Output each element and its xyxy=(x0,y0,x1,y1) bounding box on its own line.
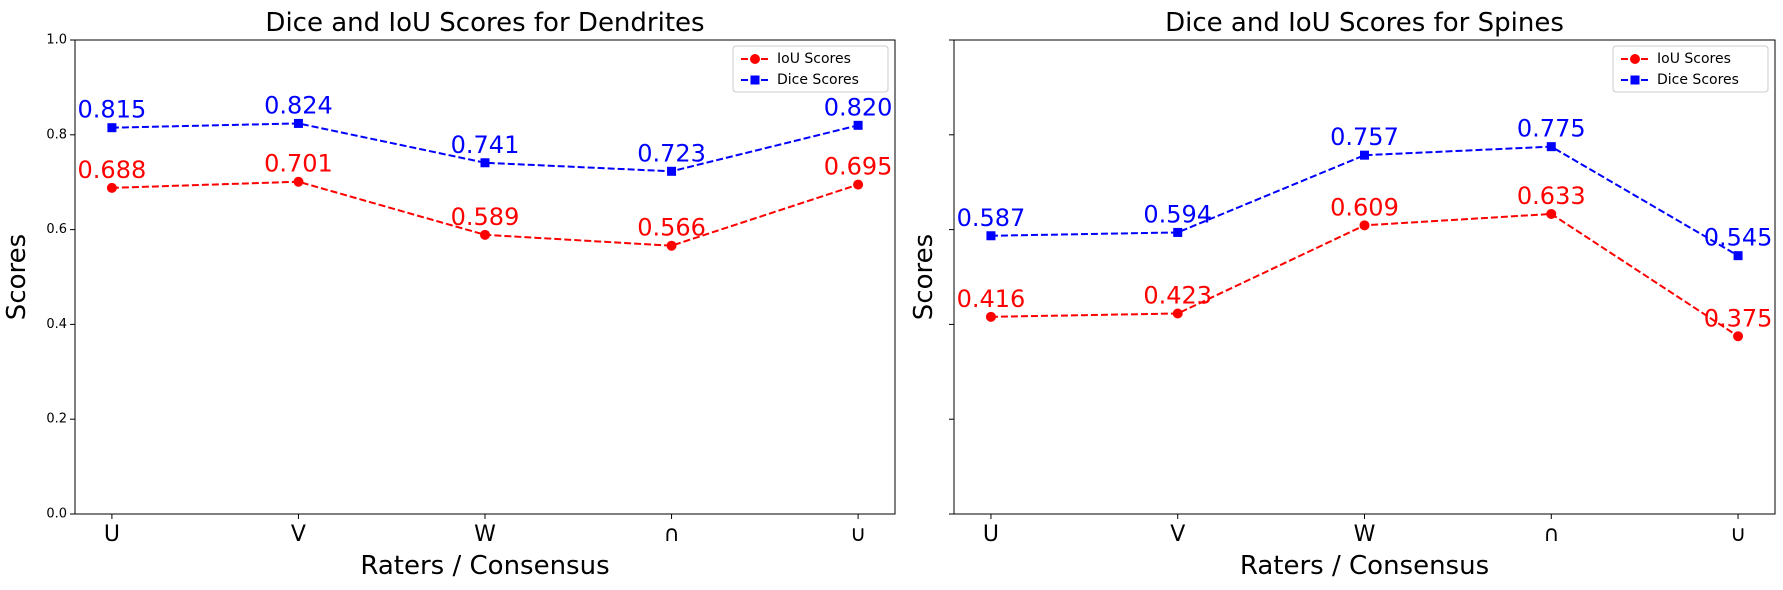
x-tick-label: W xyxy=(474,522,496,547)
series-dice: 0.815 0.824 0.741 0.723 0.820 xyxy=(78,91,893,176)
data-label: 0.566 xyxy=(637,214,706,242)
data-point xyxy=(293,118,303,128)
x-tick-label: W xyxy=(1354,522,1376,547)
x-tick-label: U xyxy=(104,522,120,547)
series-iou: 0.688 0.701 0.589 0.566 0.695 xyxy=(78,150,893,251)
legend-marker xyxy=(1630,54,1640,64)
y-axis-label: Scores xyxy=(909,234,939,320)
data-label: 0.824 xyxy=(264,91,333,119)
x-axis-label: Raters / Consensus xyxy=(360,551,609,581)
data-label: 0.741 xyxy=(451,131,520,159)
data-label: 0.633 xyxy=(1517,182,1586,210)
data-label: 0.688 xyxy=(78,156,147,184)
series-iou: 0.416 0.423 0.609 0.633 0.375 xyxy=(957,182,1773,342)
data-point xyxy=(480,158,490,168)
data-label: 0.587 xyxy=(957,204,1026,232)
legend: IoU Scores Dice Scores xyxy=(732,45,889,93)
y-tick-label: 0.0 xyxy=(46,507,67,522)
x-tick-label: U xyxy=(983,522,999,547)
y-tick-label: 0.4 xyxy=(46,317,67,332)
data-point xyxy=(985,311,996,322)
data-label: 0.423 xyxy=(1143,281,1212,309)
series-line xyxy=(990,145,1739,257)
legend-box xyxy=(732,45,889,93)
data-label: 0.416 xyxy=(957,285,1026,313)
chart-title: Dice and IoU Scores for Spines xyxy=(1165,8,1564,38)
data-label: 0.701 xyxy=(264,150,333,178)
data-point xyxy=(1546,208,1557,219)
legend-entry-label: Dice Scores xyxy=(777,72,859,88)
legend-marker xyxy=(750,75,760,85)
y-tick-label: 1.0 xyxy=(46,33,67,48)
chart-panel-2: Dice and IoU Scores for Spines U V W ∩ ∪ Rater… xyxy=(909,8,1776,581)
y-tick-label: 0.6 xyxy=(46,222,67,237)
y-tick-label: 0.2 xyxy=(46,412,67,427)
data-label: 0.723 xyxy=(637,139,706,167)
data-point xyxy=(1173,227,1183,237)
data-label: 0.815 xyxy=(78,96,147,124)
legend-entry-label: Dice Scores xyxy=(1657,72,1739,88)
x-tick-label: ∩ xyxy=(1543,522,1559,547)
data-label: 0.594 xyxy=(1143,200,1212,228)
chart-panel-1: Dice and IoU Scores for Dendrites 0.0 0.2 0… xyxy=(2,8,896,581)
data-point xyxy=(1733,251,1743,261)
chart-title: Dice and IoU Scores for Dendrites xyxy=(265,8,704,38)
legend-box xyxy=(1612,45,1769,93)
legend-marker xyxy=(1630,75,1640,85)
x-tick-label: ∩ xyxy=(663,522,679,547)
series-dice: 0.587 0.594 0.757 0.775 0.545 xyxy=(957,115,1773,261)
y-tick-label: 0.8 xyxy=(46,127,67,142)
data-point xyxy=(106,182,117,193)
data-point xyxy=(853,179,864,190)
y-axis-label: Scores xyxy=(2,234,32,320)
data-point xyxy=(480,229,490,240)
legend-entry-label: IoU Scores xyxy=(777,51,851,67)
x-tick-label: V xyxy=(291,522,306,547)
data-label: 0.545 xyxy=(1704,224,1773,252)
x-tick-label: ∪ xyxy=(1730,522,1746,547)
data-point xyxy=(666,240,677,251)
data-point xyxy=(986,231,996,241)
data-point xyxy=(1359,220,1370,231)
x-tick-label: V xyxy=(1170,522,1185,547)
series-line xyxy=(111,122,859,173)
data-label: 0.375 xyxy=(1704,304,1773,332)
data-point xyxy=(667,166,677,176)
legend-entry-label: IoU Scores xyxy=(1657,51,1731,67)
legend: IoU Scores Dice Scores xyxy=(1612,45,1769,93)
data-point xyxy=(1360,150,1369,160)
data-point xyxy=(293,176,304,187)
data-point xyxy=(1172,308,1183,319)
x-axis-label: Raters / Consensus xyxy=(1240,551,1489,581)
data-label: 0.695 xyxy=(824,153,893,181)
data-point xyxy=(853,120,863,130)
legend-marker xyxy=(750,54,760,64)
data-label: 0.609 xyxy=(1330,193,1399,221)
data-point xyxy=(107,123,117,133)
data-label: 0.820 xyxy=(824,93,893,121)
data-point xyxy=(1733,331,1744,342)
data-label: 0.589 xyxy=(451,203,520,231)
x-tick-label: ∪ xyxy=(850,522,866,547)
data-label: 0.775 xyxy=(1517,115,1586,143)
data-label: 0.757 xyxy=(1330,123,1399,151)
data-point xyxy=(1546,142,1556,152)
